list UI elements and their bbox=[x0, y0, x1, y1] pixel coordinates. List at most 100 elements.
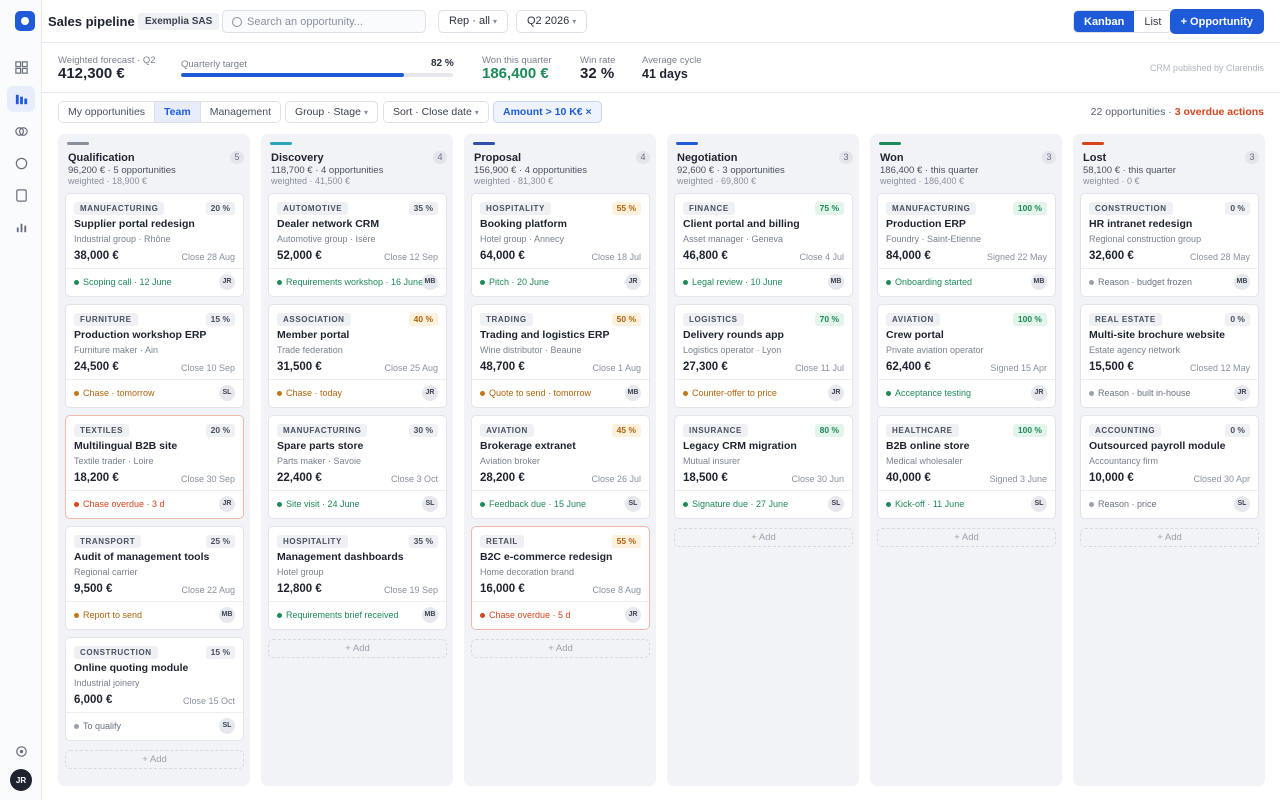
scope-toggle: My opportunities Team Management bbox=[58, 101, 281, 123]
kanban-view-button[interactable]: Kanban bbox=[1074, 11, 1135, 32]
sector-tag: HOSPITALITY bbox=[480, 202, 551, 215]
reports-icon[interactable] bbox=[7, 214, 35, 240]
rep-avatar[interactable]: SL bbox=[1234, 496, 1250, 512]
view-toggle: Kanban List bbox=[1073, 10, 1173, 33]
client-name: Trade federation bbox=[277, 345, 343, 355]
stage-column: Negotiation 3 92,600 € · 3 opportunities we… bbox=[667, 134, 859, 786]
period-dropdown[interactable]: Q2 2026 ▾ bbox=[516, 10, 588, 33]
opportunity-card[interactable]: AUTOMOTIVE 35 % Dealer network CRM Automoti… bbox=[268, 193, 447, 297]
client-name: Regional carrier bbox=[74, 567, 138, 577]
rep-avatar[interactable]: SL bbox=[1031, 496, 1047, 512]
rep-avatar[interactable]: MB bbox=[422, 274, 438, 290]
opportunity-title: Online quoting module bbox=[74, 662, 189, 674]
list-view-button[interactable]: List bbox=[1134, 11, 1172, 32]
next-action: Requirements brief received bbox=[286, 610, 399, 620]
opportunity-card[interactable]: ACCOUNTING 0 % Outsourced payroll module Ac… bbox=[1080, 415, 1259, 519]
opportunity-card[interactable]: HOSPITALITY 55 % Booking platform Hotel gro… bbox=[471, 193, 650, 297]
sector-tag: CONSTRUCTION bbox=[74, 646, 158, 659]
rep-avatar[interactable]: MB bbox=[1234, 274, 1250, 290]
pipeline-icon[interactable] bbox=[7, 86, 35, 112]
add-opportunity-button[interactable]: + Add bbox=[1080, 528, 1259, 547]
opportunity-card[interactable]: MANUFACTURING 30 % Spare parts store Parts … bbox=[268, 415, 447, 519]
rep-avatar[interactable]: SL bbox=[625, 496, 641, 512]
grid-icon[interactable] bbox=[7, 54, 35, 80]
activity-icon[interactable] bbox=[7, 150, 35, 176]
opportunity-card[interactable]: TRANSPORT 25 % Audit of management tools Re… bbox=[65, 526, 244, 630]
status-dot-icon bbox=[886, 280, 891, 285]
add-opportunity-button[interactable]: + Add bbox=[877, 528, 1056, 547]
opportunity-card[interactable]: CONSTRUCTION 15 % Online quoting module Ind… bbox=[65, 637, 244, 741]
sort-dropdown[interactable]: Sort · Close date ▾ bbox=[383, 101, 489, 123]
opportunity-card[interactable]: MANUFACTURING 100 % Production ERP Foundry … bbox=[877, 193, 1056, 297]
close-date: Close 30 Sep bbox=[180, 474, 235, 484]
opportunity-card[interactable]: TEXTILES 20 % Multilingual B2B site Textile… bbox=[65, 415, 244, 519]
rep-avatar[interactable]: JR bbox=[625, 274, 641, 290]
rep-avatar[interactable]: MB bbox=[219, 607, 235, 623]
opportunity-card[interactable]: FINANCE 75 % Client portal and billing Asse… bbox=[674, 193, 853, 297]
opportunity-amount: 64,000 € bbox=[480, 250, 525, 262]
overdue-actions-link[interactable]: 3 overdue actions bbox=[1174, 106, 1264, 118]
rep-avatar[interactable]: JR bbox=[1234, 385, 1250, 401]
scope-team[interactable]: Team bbox=[155, 102, 201, 122]
next-action: Requirements workshop · 16 June bbox=[286, 277, 424, 287]
workspace-chip: Exemplia SAS bbox=[138, 13, 220, 30]
page-title: Sales pipeline bbox=[48, 14, 135, 29]
opportunity-card[interactable]: MANUFACTURING 20 % Supplier portal redesig… bbox=[65, 193, 244, 297]
new-opportunity-button[interactable]: + Opportunity bbox=[1169, 9, 1264, 34]
rep-avatar[interactable]: MB bbox=[422, 607, 438, 623]
opportunity-card[interactable]: INSURANCE 80 % Legacy CRM migration Mutual … bbox=[674, 415, 853, 519]
next-action: Onboarding started bbox=[895, 277, 973, 287]
add-opportunity-button[interactable]: + Add bbox=[65, 750, 244, 769]
amount-filter-chip[interactable]: Amount > 10 K€ × bbox=[493, 101, 602, 123]
stage-title: Lost bbox=[1083, 152, 1107, 164]
probability-badge: 100 % bbox=[1012, 202, 1047, 215]
opportunity-card[interactable]: FURNITURE 15 % Production workshop ERP Furn… bbox=[65, 304, 244, 408]
rep-avatar[interactable]: JR bbox=[1031, 385, 1047, 401]
user-avatar[interactable]: JR bbox=[10, 769, 32, 791]
rep-avatar[interactable]: MB bbox=[828, 274, 844, 290]
opportunity-card[interactable]: TRADING 50 % Trading and logistics ERP Wine… bbox=[471, 304, 650, 408]
scope-management[interactable]: Management bbox=[200, 102, 280, 122]
rep-avatar[interactable]: JR bbox=[828, 385, 844, 401]
opportunity-amount: 15,500 € bbox=[1089, 361, 1134, 373]
opportunity-card[interactable]: CONSTRUCTION 0 % HR intranet redesign Regio… bbox=[1080, 193, 1259, 297]
rep-avatar[interactable]: JR bbox=[422, 385, 438, 401]
rep-avatar[interactable]: JR bbox=[219, 274, 235, 290]
close-date: Close 25 Aug bbox=[384, 363, 438, 373]
opportunity-card[interactable]: RETAIL 55 % B2C e-commerce redesign Home de… bbox=[471, 526, 650, 630]
probability-badge: 15 % bbox=[205, 313, 235, 326]
rep-avatar[interactable]: SL bbox=[828, 496, 844, 512]
opportunity-card[interactable]: ASSOCIATION 40 % Member portal Trade federa… bbox=[268, 304, 447, 408]
opportunity-amount: 18,200 € bbox=[74, 472, 119, 484]
rep-avatar[interactable]: MB bbox=[1031, 274, 1047, 290]
rep-avatar[interactable]: JR bbox=[625, 607, 641, 623]
add-opportunity-button[interactable]: + Add bbox=[268, 639, 447, 658]
sector-tag: ASSOCIATION bbox=[277, 313, 351, 326]
add-opportunity-button[interactable]: + Add bbox=[674, 528, 853, 547]
document-icon[interactable] bbox=[7, 182, 35, 208]
scope-my-opportunities[interactable]: My opportunities bbox=[59, 102, 156, 122]
search-input[interactable] bbox=[247, 14, 422, 30]
opportunity-card[interactable]: REAL ESTATE 0 % Multi-site brochure websit… bbox=[1080, 304, 1259, 408]
opportunity-card[interactable]: AVIATION 100 % Crew portal Private aviation… bbox=[877, 304, 1056, 408]
rep-avatar[interactable]: JR bbox=[219, 496, 235, 512]
weighted-forecast-label: Weighted forecast · Q2 bbox=[58, 55, 156, 66]
opportunity-card[interactable]: LOGISTICS 70 % Delivery rounds app Logistic… bbox=[674, 304, 853, 408]
stage-count-badge: 3 bbox=[839, 151, 853, 164]
settings-icon[interactable] bbox=[7, 738, 35, 764]
rep-avatar[interactable]: MB bbox=[625, 385, 641, 401]
rep-filter-dropdown[interactable]: Rep · all ▾ bbox=[438, 10, 508, 33]
rep-avatar[interactable]: SL bbox=[219, 718, 235, 734]
opportunity-card[interactable]: AVIATION 45 % Brokerage extranet Aviation b… bbox=[471, 415, 650, 519]
client-name: Mutual insurer bbox=[683, 456, 741, 466]
app-logo-icon[interactable] bbox=[15, 11, 35, 31]
group-by-dropdown[interactable]: Group · Stage ▾ bbox=[285, 101, 378, 123]
opportunity-amount: 16,000 € bbox=[480, 583, 525, 595]
search-box[interactable] bbox=[222, 10, 426, 33]
opportunity-card[interactable]: HEALTHCARE 100 % B2B online store Medical w… bbox=[877, 415, 1056, 519]
rep-avatar[interactable]: SL bbox=[219, 385, 235, 401]
contacts-icon[interactable] bbox=[7, 118, 35, 144]
rep-avatar[interactable]: SL bbox=[422, 496, 438, 512]
opportunity-card[interactable]: HOSPITALITY 35 % Management dashboards Hote… bbox=[268, 526, 447, 630]
add-opportunity-button[interactable]: + Add bbox=[471, 639, 650, 658]
